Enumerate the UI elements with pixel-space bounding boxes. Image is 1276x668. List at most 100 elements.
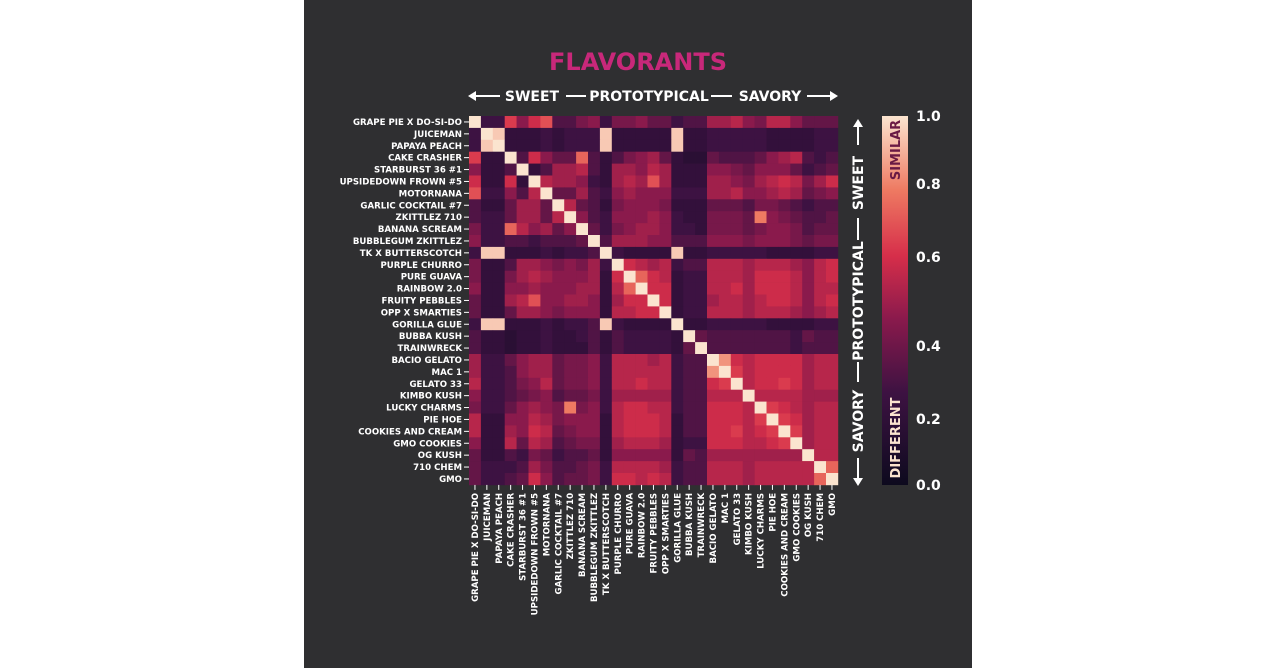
- heatmap-cell: [778, 461, 791, 474]
- heatmap-cell: [659, 223, 672, 236]
- heatmap-cell: [754, 270, 767, 283]
- heatmap-cell: [802, 127, 815, 141]
- heatmap-cell: [528, 258, 541, 271]
- heatmap-cell: [552, 425, 565, 438]
- heatmap-cell: [588, 270, 601, 283]
- heatmap-cell: [611, 377, 624, 390]
- heatmap-cell: [826, 473, 839, 486]
- heatmap-cell: [552, 342, 565, 355]
- heatmap-cell: [516, 294, 529, 307]
- colorbar: SIMILAR DIFFERENT 0.0 0.2 0.4 0.6 0.8 1.0: [882, 109, 941, 494]
- heatmap-cell: [540, 461, 553, 474]
- y-tick-label: GMO COOKIES: [393, 439, 462, 449]
- heatmap-cell: [552, 306, 565, 319]
- heatmap-cell: [659, 354, 672, 367]
- heatmap-cell: [659, 163, 672, 176]
- heatmap-cell: [492, 211, 505, 224]
- heatmap-cell: [480, 365, 494, 379]
- heatmap-cell: [766, 365, 779, 379]
- heatmap-cell: [826, 377, 839, 390]
- heatmap-cell: [552, 199, 565, 212]
- heatmap-cell: [599, 235, 613, 248]
- x-tick-label: PURPLE CHURRO: [614, 493, 624, 575]
- heatmap-cell: [540, 401, 553, 414]
- heatmap-cell: [480, 377, 494, 390]
- heatmap-cell: [683, 163, 696, 176]
- heatmap-cell: [778, 163, 791, 176]
- heatmap-cell: [695, 116, 708, 129]
- heatmap-cell: [659, 258, 672, 271]
- heatmap-cell: [802, 354, 815, 367]
- heatmap-cell: [778, 270, 791, 283]
- heatmap-cell: [766, 127, 779, 141]
- heatmap-cell: [659, 401, 672, 414]
- heatmap-cell: [623, 175, 636, 188]
- heatmap-cell: [576, 175, 589, 188]
- heatmap-cell: [778, 116, 791, 129]
- heatmap-cell: [599, 354, 613, 367]
- heatmap-cell: [564, 377, 577, 390]
- heatmap-cell: [540, 437, 553, 450]
- heatmap-cell: [504, 413, 517, 426]
- heatmap-cell: [599, 187, 613, 200]
- heatmap-chart: FLAVORANTS SWEET PROTOTYPICAL SAVORY GRA…: [340, 48, 941, 615]
- heatmap-cell: [564, 437, 577, 450]
- heatmap-cell: [492, 163, 505, 176]
- heatmap-cell: [707, 342, 720, 355]
- heatmap-cell: [599, 175, 613, 188]
- heatmap-cell: [742, 211, 755, 224]
- heatmap-cell: [588, 235, 601, 248]
- heatmap-cell: [790, 461, 803, 474]
- heatmap-cell: [814, 473, 827, 486]
- heatmap-cell: [588, 413, 601, 426]
- heatmap-cell: [766, 199, 779, 212]
- heatmap-cell: [707, 199, 720, 212]
- heatmap-cell: [492, 175, 505, 188]
- heatmap-cell: [683, 258, 696, 271]
- heatmap-cell: [469, 282, 482, 295]
- heatmap-cell: [504, 342, 517, 355]
- heatmap-cell: [599, 211, 613, 224]
- heatmap-cell: [635, 223, 648, 236]
- heatmap-cell: [599, 199, 613, 212]
- heatmap-cell: [552, 246, 565, 260]
- heatmap-cell: [814, 175, 827, 188]
- heatmap-cell: [504, 270, 517, 283]
- heatmap-cell: [802, 211, 815, 224]
- heatmap-cell: [695, 318, 708, 331]
- heatmap-cell: [504, 330, 517, 343]
- y-tick-label: BUBBA KUSH: [399, 332, 462, 342]
- heatmap-cell: [552, 116, 565, 129]
- heatmap-cell: [611, 223, 624, 236]
- heatmap-cell: [730, 413, 743, 426]
- heatmap-cell: [492, 294, 505, 307]
- heatmap-cell: [671, 377, 684, 390]
- heatmap-cell: [492, 449, 505, 462]
- heatmap-cell: [754, 163, 767, 176]
- heatmap-cell: [635, 294, 648, 307]
- heatmap-cell: [480, 282, 494, 295]
- y-tick-label: UPSIDEDOWN FROWN #5: [340, 177, 462, 187]
- colorbar-tick-label: 0.6: [916, 250, 941, 266]
- heatmap-cell: [707, 139, 720, 152]
- heatmap-cell: [564, 258, 577, 271]
- heatmap-cell: [469, 175, 482, 188]
- heatmap-cell: [540, 175, 553, 188]
- heatmap-cell: [814, 389, 827, 402]
- heatmap-cell: [659, 330, 672, 343]
- heatmap-cell: [718, 318, 732, 331]
- heatmap-cell: [564, 330, 577, 343]
- y-tick-label: OPP X SMARTIES: [381, 308, 462, 318]
- heatmap-cell: [730, 270, 743, 283]
- heatmap-cell: [730, 437, 743, 450]
- heatmap-cell: [528, 473, 541, 486]
- heatmap-cell: [730, 199, 743, 212]
- heatmap-cell: [790, 413, 803, 426]
- heatmap-cell: [695, 282, 708, 295]
- heatmap-cell: [469, 235, 482, 248]
- heatmap-cell: [540, 116, 553, 129]
- heatmap-cell: [611, 282, 624, 295]
- heatmap-cell: [695, 127, 708, 141]
- heatmap-cell: [528, 211, 541, 224]
- heatmap-cell: [528, 330, 541, 343]
